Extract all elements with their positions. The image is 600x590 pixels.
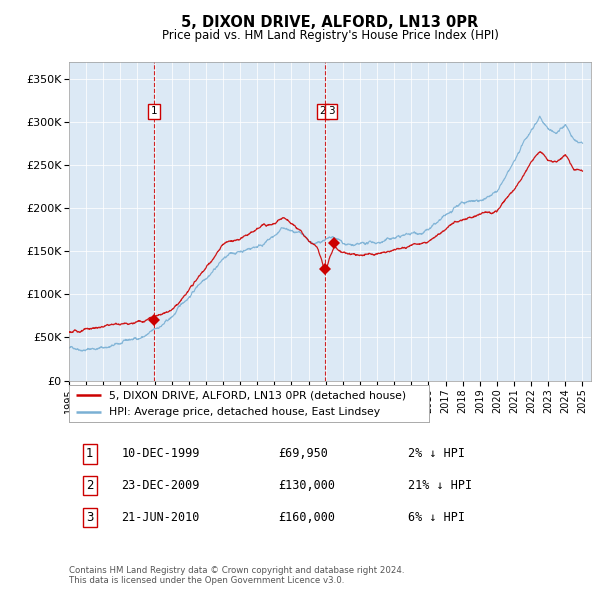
Text: Price paid vs. HM Land Registry's House Price Index (HPI): Price paid vs. HM Land Registry's House … [161,30,499,42]
Text: 21-JUN-2010: 21-JUN-2010 [121,511,200,524]
Text: 2: 2 [319,106,326,116]
Text: 3: 3 [328,106,335,116]
Text: 5, DIXON DRIVE, ALFORD, LN13 0PR: 5, DIXON DRIVE, ALFORD, LN13 0PR [181,15,479,30]
Text: 1: 1 [151,106,157,116]
Text: 21% ↓ HPI: 21% ↓ HPI [409,479,472,492]
Text: 1: 1 [86,447,94,460]
Text: Contains HM Land Registry data © Crown copyright and database right 2024.
This d: Contains HM Land Registry data © Crown c… [69,566,404,585]
Text: 5, DIXON DRIVE, ALFORD, LN13 0PR (detached house): 5, DIXON DRIVE, ALFORD, LN13 0PR (detach… [109,390,406,400]
Text: 2: 2 [86,479,94,492]
Text: 2% ↓ HPI: 2% ↓ HPI [409,447,466,460]
Text: £69,950: £69,950 [278,447,328,460]
Text: £160,000: £160,000 [278,511,335,524]
Text: 3: 3 [86,511,94,524]
Text: 10-DEC-1999: 10-DEC-1999 [121,447,200,460]
Text: HPI: Average price, detached house, East Lindsey: HPI: Average price, detached house, East… [109,407,380,417]
Text: £130,000: £130,000 [278,479,335,492]
Text: 6% ↓ HPI: 6% ↓ HPI [409,511,466,524]
Text: 23-DEC-2009: 23-DEC-2009 [121,479,200,492]
